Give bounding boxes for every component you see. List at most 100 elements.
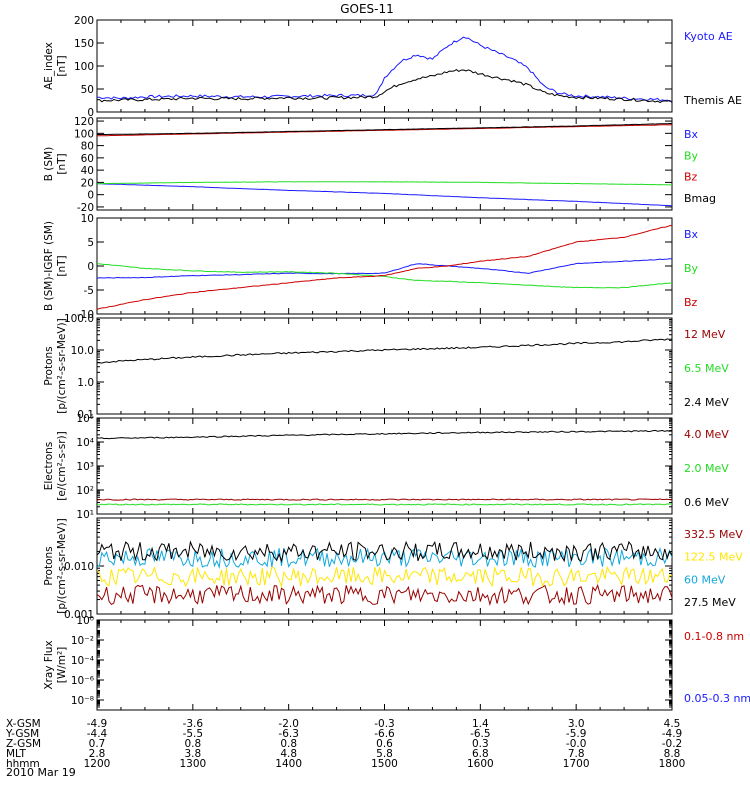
series-line-2 [97,338,672,364]
ephem-value: 4.5 [664,718,681,730]
legend-entry: 122.5 MeV [684,551,743,564]
ephem-value: -6.3 [278,728,299,740]
ephem-value: -0.0 [566,738,587,750]
series-line-1 [97,69,672,104]
ephem-value: -4.4 [87,728,108,740]
y-axis-label: Protons [43,546,55,585]
y-tick-label: 5 [87,237,94,249]
ephem-value: 2.8 [89,748,106,760]
y-tick-label: 150 [74,38,94,50]
panel-6: 0.001 0.010 Protons [p/(cm²-s-sr-MeV)] 332.5… [43,517,743,621]
ephem-value: 0.6 [376,738,393,750]
ephem-value: 0.8 [280,738,297,750]
y-axis-label: Protons [43,346,55,385]
series-line-2 [97,224,672,310]
y-tick-label: 80 [81,141,94,153]
ephem-value: 1500 [371,758,398,770]
series-line-2 [97,429,672,440]
ephem-value: 3.8 [184,748,201,760]
y-tick-label: 0.1 [77,409,94,421]
y-tick-label: 0.001 [64,609,94,621]
legend-entry: 60 MeV [684,573,726,586]
y-tick-label: 10⁻⁸ [71,695,94,707]
series-group [97,540,672,607]
panel-3: -10 -5 0 5 10 B (SM)-IGRF (SM) [nT] Bx By Bz [43,213,699,321]
panel-frame [96,619,673,711]
legend-entry: Bz [684,171,698,184]
series-group [97,429,672,506]
y-axis-label: Electrons [43,442,55,491]
legend-entry: Themis AE [683,94,742,107]
ephem-value: 5.8 [376,748,393,760]
panel-frame [96,217,673,315]
ephem-value: 0.8 [184,738,201,750]
y-axis-label: AE_index [43,42,55,90]
panel-5: 10¹ 10² 10³ 10⁴ 10⁵ Electrons [e/(cm²-s-sr)] 4.… [43,413,729,521]
ephem-value: -4.9 [87,718,108,730]
ephem-value: -6.6 [374,728,395,740]
series-line-1 [97,181,672,186]
legend-entry: Bz [684,296,698,309]
legend-entry: 6.5 MeV [684,362,729,375]
ephem-value: 1200 [84,758,111,770]
y-axis-label: [W/m²] [56,647,68,684]
series-line-3 [97,122,672,136]
y-tick-label: 10.0 [71,345,94,357]
series-line-0 [97,258,672,279]
ephem-value: 8.8 [664,748,681,760]
ephem-row-label: hhmm [6,758,40,770]
y-axis-label: [p/(cm²-s-sr-MeV)] [56,318,68,413]
legend-entry: 0.05-0.3 nm [684,692,750,705]
y-axis-label: [p/(cm²-s-sr-MeV)] [56,518,68,613]
ephem-value: -2.0 [278,718,299,730]
y-tick-label: 1.0 [77,377,94,389]
ephem-value: 6.8 [472,748,489,760]
y-axis-label: Xray Flux [43,640,55,689]
y-tick-label: 0 [87,190,94,202]
y-tick-label: 10¹ [76,509,94,521]
y-tick-label: -5 [84,285,94,297]
legend-entry: Kyoto AE [684,30,733,43]
y-tick-label: 100.0 [64,313,94,325]
date-label: 2010 Mar 19 [6,766,76,779]
y-tick-label: -20 [77,202,94,214]
panel-7: 10⁻⁸ 10⁻⁶ 10⁻⁴ 10⁻² 10⁰ Xray Flux [W/m²] 0.1-0.… [43,615,750,711]
series-line-0 [97,36,672,102]
legend-entry: 27.5 MeV [684,596,736,609]
ephem-row-label: MLT [6,748,26,760]
ephem-value: -3.6 [183,718,204,730]
legend-entry: Bmag [684,192,716,205]
y-tick-label: 10⁵ [76,413,94,425]
ephem-value: -5.5 [183,728,204,740]
y-tick-label: 0 [87,261,94,273]
plot-title: GOES-11 [340,2,394,16]
y-tick-label: 200 [74,15,94,27]
y-tick-label: 60 [81,153,94,165]
ephem-value: 1300 [179,758,206,770]
ephem-value: 1700 [563,758,590,770]
y-tick-label: 10⁻⁶ [71,675,94,687]
series-line-3 [97,540,672,563]
panel-frame [96,117,673,211]
legend-entry: 2.4 MeV [684,396,729,409]
y-tick-label: 20 [81,177,94,189]
legend-entry: 0.6 MeV [684,496,729,509]
y-tick-label: 10⁻² [71,635,94,647]
y-axis-label: [nT] [56,55,68,76]
ephem-value: 7.8 [568,748,585,760]
y-tick-label: 0.010 [64,561,94,573]
ephem-value: -0.2 [662,738,683,750]
ephem-value: -6.5 [470,728,491,740]
legend-entry: By [684,262,699,275]
ephem-value: 1400 [275,758,302,770]
y-tick-label: -10 [77,309,94,321]
ephem-value: 0.7 [89,738,106,750]
ephem-value: 1600 [467,758,494,770]
y-axis-label: [nT] [56,255,68,276]
ephem-value: 4.8 [280,748,297,760]
y-tick-label: 0 [87,107,94,119]
legend-entry: Bx [684,128,699,141]
legend-entry: By [684,149,699,162]
series-line-1 [97,565,672,589]
